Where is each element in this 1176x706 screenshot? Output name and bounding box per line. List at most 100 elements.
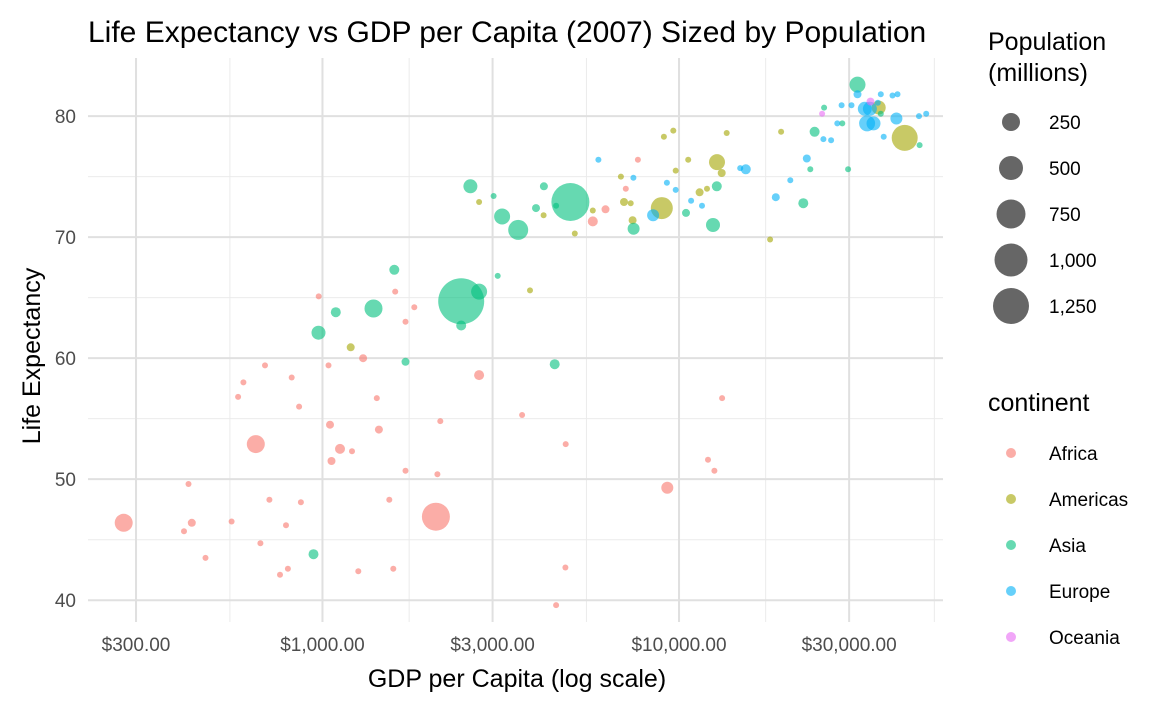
data-point xyxy=(670,127,677,134)
data-point xyxy=(866,97,875,106)
grid-layer xyxy=(88,58,943,622)
data-point xyxy=(740,164,751,175)
data-point xyxy=(706,218,720,232)
data-point xyxy=(359,354,368,363)
data-point xyxy=(346,343,355,352)
data-point xyxy=(630,174,637,181)
data-point xyxy=(880,133,887,140)
data-point xyxy=(849,76,866,93)
size-legend-label: 750 xyxy=(1049,205,1081,226)
size-legend-key xyxy=(996,199,1026,229)
data-point xyxy=(392,288,399,295)
data-point xyxy=(474,370,485,381)
data-point xyxy=(283,522,289,529)
x-tick-label: $3,000.00 xyxy=(450,635,535,656)
data-point xyxy=(587,216,598,227)
data-point xyxy=(335,443,345,454)
size-legend: Population (millions) 250 500 750 1,000 1,250 xyxy=(988,28,1106,324)
data-point xyxy=(297,499,304,506)
data-point xyxy=(463,179,478,194)
data-point xyxy=(595,156,602,163)
y-tick-label: 70 xyxy=(55,228,76,249)
color-legend-label: Africa xyxy=(1049,444,1098,465)
data-point xyxy=(704,185,710,192)
data-point xyxy=(553,602,560,609)
y-tick-label: 40 xyxy=(55,591,76,612)
data-point xyxy=(539,182,548,191)
y-tick-label: 50 xyxy=(55,470,76,491)
data-point xyxy=(549,359,560,370)
data-point xyxy=(709,154,725,171)
data-point xyxy=(767,236,774,243)
data-point xyxy=(923,110,930,117)
data-point xyxy=(874,99,881,106)
data-point xyxy=(262,362,268,369)
data-point xyxy=(471,283,488,300)
data-point xyxy=(308,549,319,560)
y-tick-label: 80 xyxy=(55,107,76,128)
data-point xyxy=(877,110,884,117)
data-point xyxy=(685,156,692,163)
data-point xyxy=(838,102,845,109)
chart-title: Life Expectancy vs GDP per Capita (2007)… xyxy=(88,16,926,49)
data-point xyxy=(682,208,690,217)
data-point xyxy=(807,166,814,173)
data-point xyxy=(434,471,441,478)
data-point xyxy=(661,481,674,494)
data-point xyxy=(364,299,383,318)
data-point xyxy=(411,304,418,311)
color-legend-key xyxy=(1006,448,1016,458)
size-legend-key xyxy=(994,243,1028,277)
x-tick-label: $10,000.00 xyxy=(631,635,726,656)
data-point xyxy=(401,357,410,366)
data-point xyxy=(389,264,400,275)
color-legend-key xyxy=(1006,586,1016,596)
data-point xyxy=(848,102,855,109)
data-point xyxy=(325,362,332,369)
color-legend-title: continent xyxy=(988,389,1090,417)
data-point xyxy=(349,448,355,455)
data-point xyxy=(181,528,187,535)
data-point xyxy=(711,467,718,474)
data-point xyxy=(891,124,918,151)
data-point xyxy=(228,518,235,525)
data-point xyxy=(705,456,711,463)
size-legend-label: 1,000 xyxy=(1049,251,1097,272)
size-legend-title: Population (millions) xyxy=(988,28,1106,87)
color-legend-key xyxy=(1006,632,1016,642)
data-point xyxy=(551,183,590,221)
data-point xyxy=(519,412,526,418)
size-legend-label: 250 xyxy=(1049,113,1081,134)
color-legend-label: Asia xyxy=(1049,536,1086,557)
size-legend-key xyxy=(993,288,1029,324)
data-point xyxy=(688,197,695,204)
x-axis-title: GDP per Capita (log scale) xyxy=(368,665,666,693)
data-point xyxy=(634,156,641,163)
size-legend-title-line: Population xyxy=(988,28,1106,56)
x-tick-label: $30,000.00 xyxy=(802,635,897,656)
data-point xyxy=(386,496,393,503)
data-point xyxy=(202,554,209,561)
data-point xyxy=(311,325,326,340)
data-point xyxy=(862,101,877,116)
size-legend-key xyxy=(999,156,1023,180)
data-point xyxy=(601,205,610,214)
data-point xyxy=(373,395,380,402)
color-legend-label: Oceania xyxy=(1049,628,1120,649)
data-point xyxy=(802,154,811,163)
data-point xyxy=(532,204,540,213)
color-legend-label: Europe xyxy=(1049,582,1110,603)
color-legend-label: Americas xyxy=(1049,490,1128,511)
data-point xyxy=(284,565,291,572)
data-point xyxy=(628,216,637,225)
data-point xyxy=(374,425,383,434)
data-point xyxy=(819,110,826,117)
data-point xyxy=(266,496,273,503)
point-layer xyxy=(114,76,930,609)
data-point xyxy=(326,420,334,429)
data-point xyxy=(627,200,634,207)
size-legend-label: 500 xyxy=(1049,159,1081,180)
y-tick-labels: 40 50 60 70 80 xyxy=(55,107,76,612)
data-point xyxy=(114,513,133,532)
